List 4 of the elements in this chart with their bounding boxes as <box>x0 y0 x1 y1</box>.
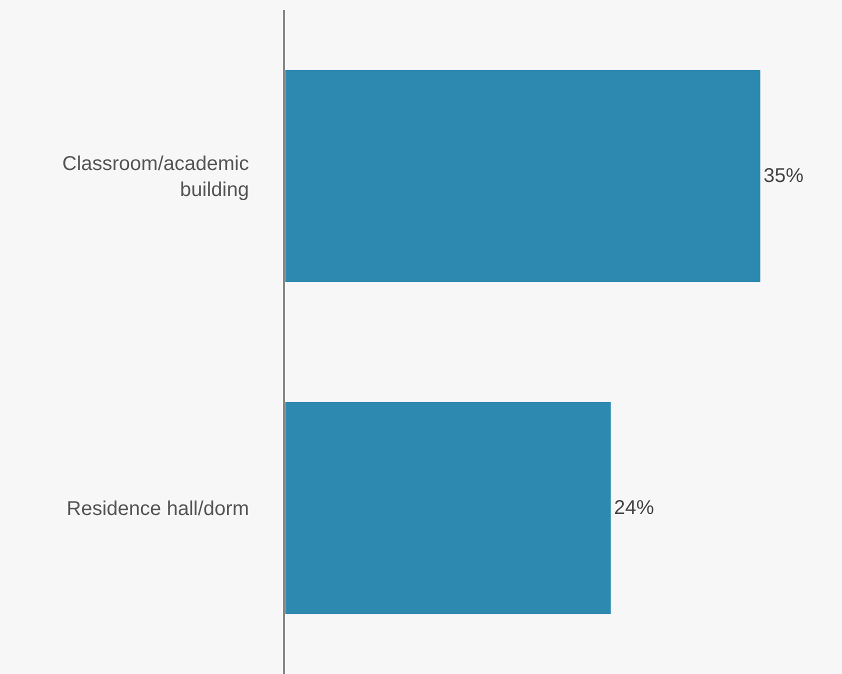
data-label: 35% <box>763 165 804 187</box>
y-tick-label: Residence hall/dorm <box>66 498 249 520</box>
y-tick-label: Classroom/academic building <box>62 153 249 201</box>
data-label: 24% <box>614 497 654 519</box>
